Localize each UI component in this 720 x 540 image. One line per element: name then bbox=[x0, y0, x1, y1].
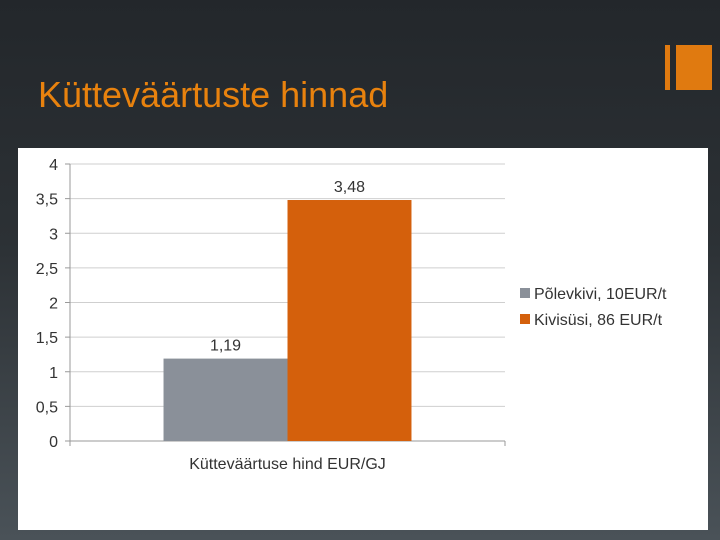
bar-0 bbox=[163, 358, 288, 441]
y-tick-label: 4 bbox=[49, 157, 58, 174]
data-label: 1,19 bbox=[210, 338, 241, 355]
legend-label-0: Põlevkivi, 10EUR/t bbox=[534, 286, 667, 303]
chart-panel: 0 0,5 1 1,5 2 2,5 3 3,5 4 1,19 3,48 Kütteväärtuse … bbox=[18, 148, 708, 530]
y-tick-label: 2 bbox=[49, 296, 58, 313]
y-tick-label: 3 bbox=[49, 226, 58, 243]
slide-title: Kütteväärtuste hinnad bbox=[38, 74, 389, 115]
data-label: 3,48 bbox=[334, 179, 365, 196]
legend-swatch-0 bbox=[520, 288, 530, 298]
legend-label-1: Kivisüsi, 86 EUR/t bbox=[534, 312, 663, 329]
y-tick-label: 3,5 bbox=[36, 192, 58, 209]
y-tick-label: 1,5 bbox=[36, 330, 58, 347]
accent-bar-thin bbox=[665, 45, 670, 90]
y-tick-label: 0,5 bbox=[36, 399, 58, 416]
accent-bar-thick bbox=[676, 45, 712, 90]
category-label: Kütteväärtuse hind EUR/GJ bbox=[189, 456, 386, 473]
y-tick-label: 2,5 bbox=[36, 261, 58, 278]
bar-1 bbox=[287, 200, 412, 441]
bar-chart: 0 0,5 1 1,5 2 2,5 3 3,5 4 1,19 3,48 Kütteväärtuse … bbox=[36, 157, 667, 473]
y-tick-label: 0 bbox=[49, 434, 58, 451]
y-tick-label: 1 bbox=[49, 365, 58, 382]
legend-swatch-1 bbox=[520, 314, 530, 324]
